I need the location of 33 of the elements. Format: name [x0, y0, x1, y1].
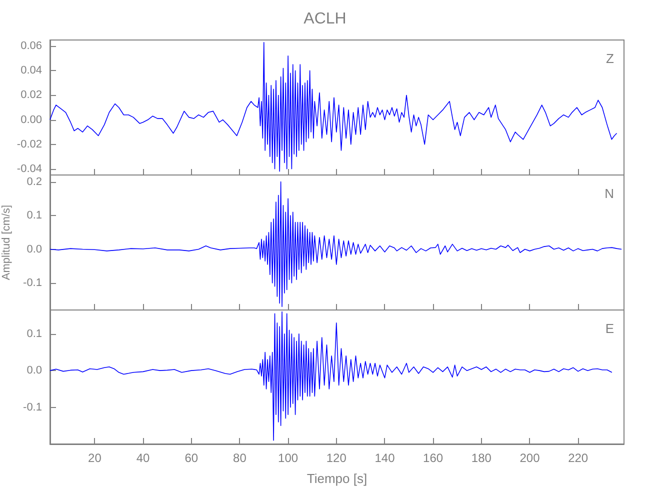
y-tick-label: 0.00 — [20, 114, 42, 126]
y-tick-label: 0.0 — [26, 243, 42, 256]
y-tick-label: 0.06 — [20, 40, 42, 52]
x-tick-label: 120 — [326, 451, 347, 465]
x-tick-label: 220 — [568, 451, 588, 465]
annotation: N — [604, 186, 614, 201]
annotation: Z — [606, 51, 614, 66]
x-tick-label: 40 — [136, 451, 150, 465]
y-tick-label: -0.1 — [23, 401, 42, 414]
chart-title: ACLH — [304, 10, 346, 28]
line-series — [50, 181, 622, 308]
x-tick-label: 140 — [374, 451, 396, 465]
annotation: E — [605, 321, 614, 336]
x-tick-label: 160 — [423, 451, 444, 465]
x-tick-label: 60 — [184, 451, 198, 465]
y-axis-title: Amplitud [cm/s] — [0, 204, 13, 280]
x-tick-label: 180 — [471, 451, 492, 465]
x-tick-label: 200 — [520, 451, 540, 465]
line-series — [50, 311, 612, 441]
x-tick-label: 20 — [88, 451, 102, 465]
y-tick-label: 0.1 — [26, 210, 42, 222]
y-tick-label: 0.0 — [26, 364, 42, 377]
y-tick-label: -0.1 — [23, 277, 42, 289]
y-tick-label: -0.02 — [16, 138, 42, 150]
x-tick-label: 100 — [278, 451, 298, 465]
y-tick-label: 0.02 — [20, 89, 42, 102]
y-tick-label: 0.1 — [26, 328, 42, 340]
y-tick-label: 0.2 — [26, 176, 42, 188]
y-tick-label: 0.04 — [20, 64, 42, 77]
x-axis-title: Tiempo [s] — [306, 471, 368, 486]
x-tick-label: 80 — [233, 451, 247, 465]
line-series — [50, 42, 618, 172]
y-tick-label: -0.04 — [16, 162, 42, 175]
